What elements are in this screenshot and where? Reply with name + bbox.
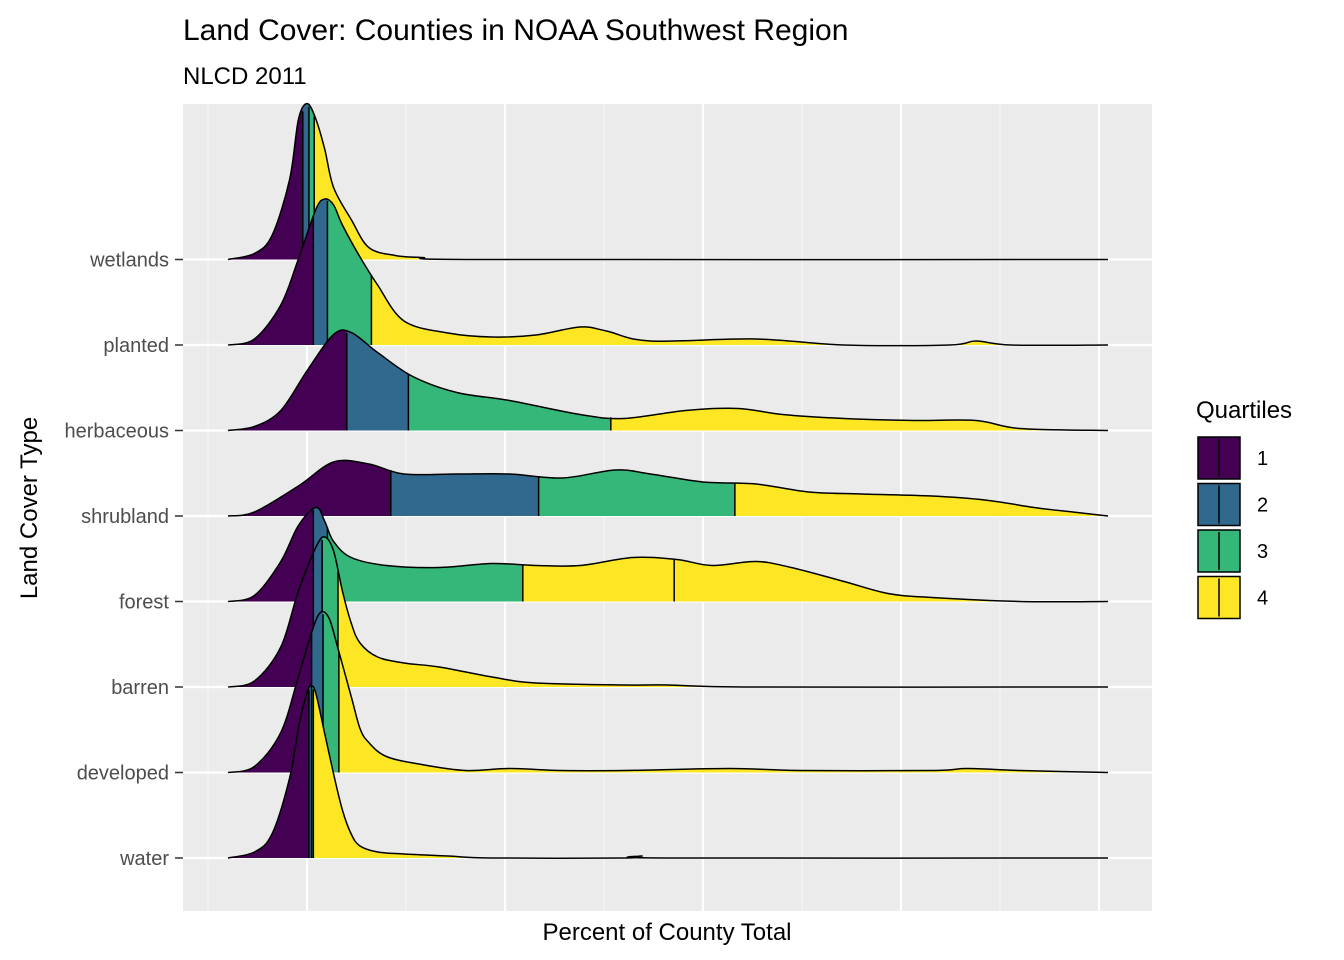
quartile-band-3 [311, 685, 314, 858]
y-tick-label-barren: barren [111, 677, 169, 699]
legend-title: Quartiles [1196, 397, 1292, 424]
legend: 1 2 3 4 [1197, 436, 1268, 620]
quartile-band-2 [308, 685, 312, 858]
legend-label: 4 [1257, 588, 1268, 610]
x-axis-title: Percent of County Total [542, 919, 791, 946]
quartile-band-3 [323, 611, 339, 773]
y-tick-label-herbaceous: herbaceous [64, 421, 169, 443]
y-tick-label-forest: forest [119, 592, 169, 614]
quartile-band-3 [308, 103, 315, 260]
y-tick-label-shrubland: shrubland [81, 506, 169, 528]
chart-subtitle: NLCD 2011 [183, 63, 307, 90]
y-tick-label-wetlands: wetlands [89, 250, 169, 272]
density-outline [227, 536, 1109, 688]
legend-item-4: 4 [1197, 575, 1268, 620]
legend-item-3: 3 [1197, 529, 1268, 573]
legend-item-1: 1 [1197, 436, 1268, 480]
density-outline [227, 610, 1109, 774]
y-tick-labels: water developed barren forest shrubland herba… [64, 250, 183, 870]
quartile-band-2 [302, 103, 309, 260]
legend-label: 1 [1257, 448, 1268, 470]
y-tick-label-developed: developed [77, 763, 169, 785]
legend-item-2: 2 [1197, 482, 1268, 527]
y-axis-title: Land Cover Type [16, 417, 43, 599]
y-tick-label-planted: planted [103, 335, 169, 357]
quartile-band-2 [311, 611, 324, 773]
density-outline [227, 685, 1109, 859]
y-tick-label-water: water [119, 848, 169, 870]
density-outline [227, 459, 1109, 517]
quartile-band-2 [313, 198, 328, 345]
quartile-band-2 [313, 536, 323, 687]
density-outline [227, 329, 1109, 432]
density-outline [227, 506, 1109, 603]
density-outline [227, 102, 1109, 261]
chart-title: Land Cover: Counties in NOAA Southwest R… [183, 14, 848, 47]
legend-label: 2 [1257, 495, 1268, 517]
legend-label: 3 [1257, 541, 1268, 563]
density-outline [227, 198, 1109, 347]
